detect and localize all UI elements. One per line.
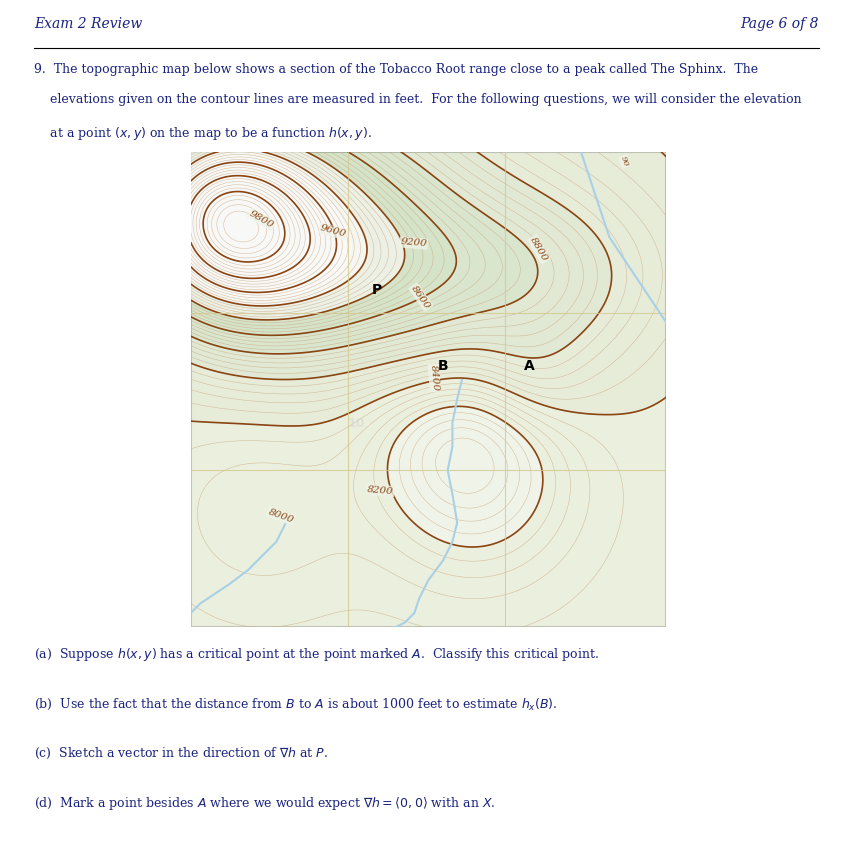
Text: 9.  The topographic map below shows a section of the Tobacco Root range close to: 9. The topographic map below shows a sec… [34,62,757,76]
Text: Exam 2 Review: Exam 2 Review [34,17,142,30]
Text: B: B [438,360,448,373]
Text: 9800: 9800 [248,209,275,230]
Text: 90: 90 [619,155,630,168]
Text: 8600: 8600 [409,284,432,311]
Text: 8200: 8200 [366,485,394,496]
Text: 8800: 8800 [528,236,549,263]
Text: (d)  Mark a point besides $A$ where we would expect $\nabla h = \langle 0, 0 \ra: (d) Mark a point besides $A$ where we wo… [34,795,495,813]
Text: Page 6 of 8: Page 6 of 8 [740,17,818,30]
Text: elevations given on the contour lines are measured in feet.  For the following q: elevations given on the contour lines ar… [34,93,801,106]
Text: 8400: 8400 [428,365,440,392]
Text: (a)  Suppose $h(x, y)$ has a critical point at the point marked $A$.  Classify t: (a) Suppose $h(x, y)$ has a critical poi… [34,646,599,663]
Text: 8000: 8000 [267,507,295,525]
Text: 9200: 9200 [400,237,427,248]
Text: P: P [371,283,382,297]
Text: 9600: 9600 [319,224,347,239]
Text: (c)  Sketch a vector in the direction of $\nabla h$ at $P$.: (c) Sketch a vector in the direction of … [34,746,328,761]
Text: at a point $(x, y)$ on the map to be a function $h(x, y)$.: at a point $(x, y)$ on the map to be a f… [34,125,371,142]
Text: (b)  Use the fact that the distance from $B$ to $A$ is about 1000 feet to estima: (b) Use the fact that the distance from … [34,697,557,712]
Text: A: A [523,360,534,373]
Text: 10: 10 [348,418,365,430]
